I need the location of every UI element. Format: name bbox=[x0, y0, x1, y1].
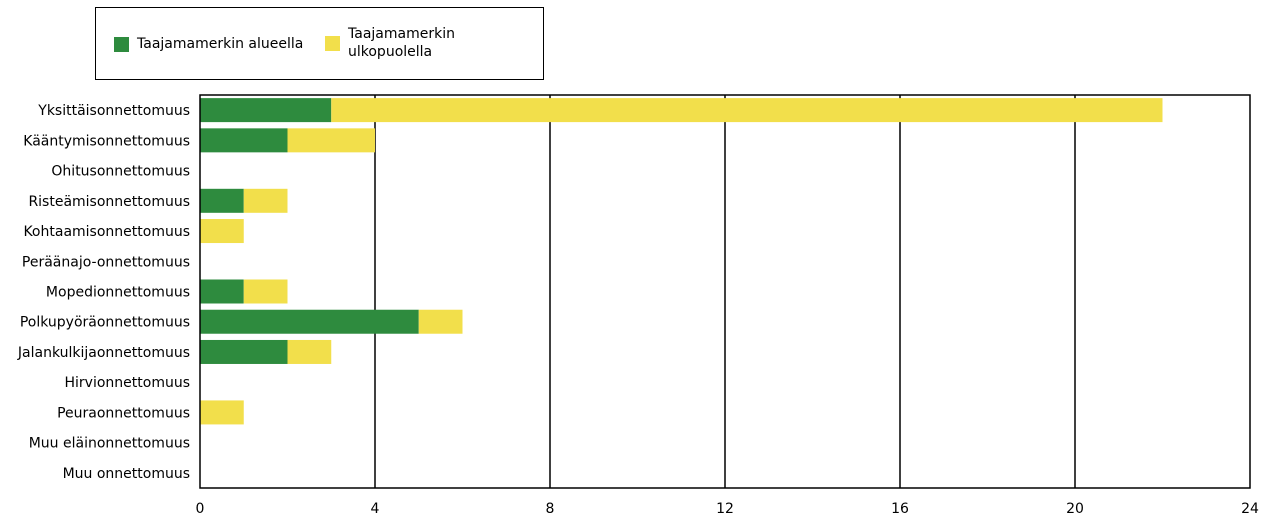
legend-swatch-ulkopuolella bbox=[325, 35, 340, 51]
bar-ulkopuolella bbox=[243, 188, 288, 213]
bar-alueella bbox=[200, 128, 288, 153]
y-tick-label: Muu onnettomuus bbox=[63, 466, 190, 482]
legend: Taajamamerkin alueella Taajamamerkin ulk… bbox=[95, 7, 544, 80]
x-tick-label: 0 bbox=[196, 501, 205, 517]
y-tick-label: Hirvionnettomuus bbox=[65, 375, 191, 391]
y-tick-label: Kohtaamisonnettomuus bbox=[23, 224, 190, 240]
legend-item-ulkopuolella: Taajamamerkin ulkopuolella bbox=[325, 25, 468, 61]
bars bbox=[200, 98, 1163, 425]
legend-label-alueella: Taajamamerkin alueella bbox=[137, 36, 304, 52]
y-tick-label: Peräänajo-onnettomuus bbox=[22, 254, 190, 270]
y-tick-label: Kääntymisonnettomuus bbox=[23, 133, 190, 149]
bar-alueella bbox=[200, 279, 244, 304]
gridlines bbox=[374, 95, 1076, 488]
bar-alueella bbox=[200, 188, 244, 213]
bar-ulkopuolella bbox=[243, 279, 288, 304]
y-tick-label: Yksittäisonnettomuus bbox=[37, 103, 190, 119]
x-tick-label: 4 bbox=[371, 501, 380, 517]
legend-item-alueella: Taajamamerkin alueella bbox=[114, 35, 303, 53]
bar-ulkopuolella bbox=[200, 400, 244, 425]
y-axis-labels: Yksittäisonnettomuus Kääntymisonnettomuus… bbox=[17, 103, 190, 482]
x-tick-label: 20 bbox=[1066, 501, 1084, 517]
y-tick-label: Jalankulkijaonnettomuus bbox=[17, 345, 190, 361]
plot-frame bbox=[199, 94, 1251, 489]
y-tick-label: Risteämisonnettomuus bbox=[28, 194, 190, 210]
y-tick-label: Peuraonnettomuus bbox=[57, 405, 190, 421]
bar-ulkopuolella bbox=[287, 339, 332, 364]
legend-label-ulkopuolella: Taajamamerkin ulkopuolella bbox=[348, 26, 455, 60]
y-tick-label: Polkupyöräonnettomuus bbox=[20, 315, 190, 331]
x-axis-labels: 0 4 8 12 16 20 24 bbox=[196, 501, 1259, 517]
bar-alueella bbox=[200, 339, 288, 364]
y-tick-label: Mopedionnettomuus bbox=[46, 285, 190, 301]
x-tick-label: 8 bbox=[546, 501, 555, 517]
bar-alueella bbox=[200, 309, 419, 334]
y-tick-label: Muu eläinonnettomuus bbox=[29, 436, 190, 452]
legend-swatch-alueella bbox=[114, 36, 129, 52]
bar-ulkopuolella bbox=[331, 98, 1163, 123]
x-tick-label: 12 bbox=[716, 501, 734, 517]
y-tick-label: Ohitusonnettomuus bbox=[51, 164, 190, 180]
bar-ulkopuolella bbox=[418, 309, 463, 334]
bar-alueella bbox=[200, 98, 332, 123]
bar-ulkopuolella bbox=[200, 219, 244, 244]
x-tick-label: 16 bbox=[891, 501, 909, 517]
x-tick-label: 24 bbox=[1241, 501, 1259, 517]
bar-ulkopuolella bbox=[287, 128, 375, 153]
